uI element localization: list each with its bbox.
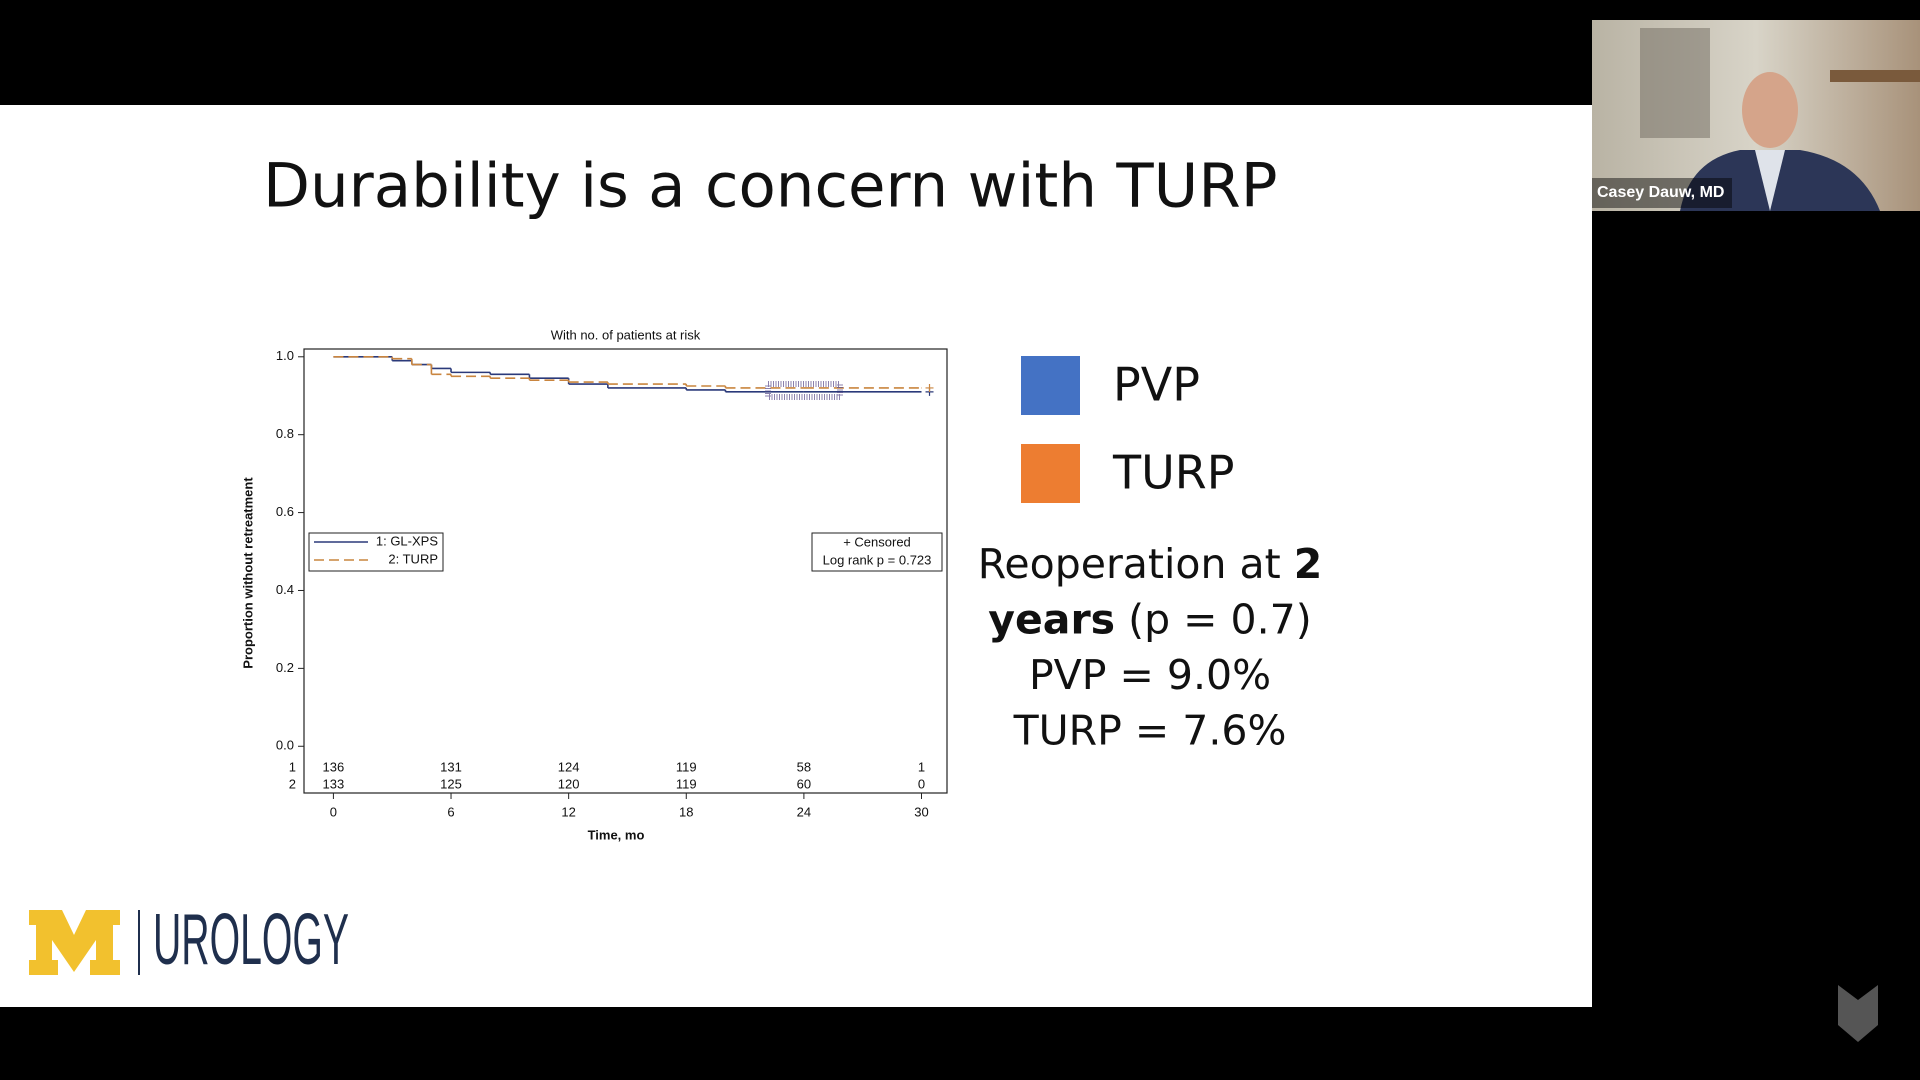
webcam: Casey Dauw, MD bbox=[1592, 20, 1920, 211]
at-risk-count: 119 bbox=[676, 776, 697, 791]
x-axis-label: Time, mo bbox=[588, 827, 645, 842]
person-head bbox=[1742, 72, 1798, 148]
x-tick-label: 0 bbox=[330, 804, 337, 819]
summary-text: Reoperation at bbox=[978, 540, 1294, 588]
x-tick-label: 12 bbox=[561, 804, 575, 819]
km-chart: With no. of patients at risk Time, mo Prop… bbox=[240, 327, 948, 842]
censored-label: + Censored bbox=[843, 534, 911, 549]
at-risk-row-label: 2 bbox=[289, 776, 296, 791]
legend-label: TURP bbox=[1112, 446, 1234, 500]
at-risk-count: 125 bbox=[440, 776, 462, 791]
summary-line: PVP = 9.0% bbox=[1029, 651, 1271, 699]
y-axis-label: Proportion without retreatment bbox=[240, 477, 255, 669]
summary-text: 2 bbox=[1294, 540, 1323, 588]
at-risk-row-label: 1 bbox=[289, 759, 296, 774]
at-risk-count: 120 bbox=[558, 776, 580, 791]
summary-text: (p = 0.7) bbox=[1115, 596, 1312, 644]
x-tick-label: 30 bbox=[914, 804, 928, 819]
y-tick-label: 0.6 bbox=[276, 504, 294, 519]
legend-swatch bbox=[1021, 444, 1080, 503]
at-risk-count: 119 bbox=[676, 759, 697, 774]
at-risk-count: 133 bbox=[323, 776, 345, 791]
at-risk-count: 136 bbox=[323, 759, 345, 774]
at-risk-count: 1 bbox=[918, 759, 925, 774]
x-tick-label: 18 bbox=[679, 804, 693, 819]
person-suit bbox=[1680, 150, 1880, 211]
person-shirt bbox=[1755, 150, 1785, 211]
y-tick-label: 1.0 bbox=[276, 348, 294, 363]
slide-title: Durability is a concern with TURP bbox=[263, 151, 1277, 222]
y-tick-label: 0.2 bbox=[276, 660, 294, 675]
plot-frame bbox=[303, 348, 948, 794]
x-tick-label: 24 bbox=[797, 804, 811, 819]
summary-line: TURP = 7.6% bbox=[1013, 707, 1287, 755]
series-legend-label: 2: TURP bbox=[388, 551, 438, 566]
summary-text: PVP = 9.0% bbox=[1029, 651, 1271, 699]
summary-text: years bbox=[988, 596, 1115, 644]
summary-line: Reoperation at 2 bbox=[978, 540, 1323, 588]
at-risk-count: 131 bbox=[440, 759, 462, 774]
censor-mark bbox=[925, 383, 934, 392]
chart-title: With no. of patients at risk bbox=[551, 327, 701, 342]
legend-label: PVP bbox=[1113, 358, 1200, 412]
censor-ticks bbox=[765, 381, 843, 400]
slide bbox=[0, 105, 1592, 1007]
logo-text: UROLOGY bbox=[153, 900, 349, 980]
stats-box bbox=[811, 532, 943, 572]
participant-name: Casey Dauw, MD bbox=[1597, 184, 1724, 201]
at-risk-count: 58 bbox=[797, 759, 811, 774]
y-tick-label: 0.4 bbox=[276, 582, 294, 597]
y-tick-label: 0.8 bbox=[276, 426, 294, 441]
at-risk-count: 124 bbox=[558, 759, 580, 774]
shelf bbox=[1830, 70, 1920, 82]
name-tag bbox=[1592, 178, 1732, 208]
y-tick-label: 0.0 bbox=[276, 738, 294, 753]
wall-frame bbox=[1640, 28, 1710, 138]
censored-cluster bbox=[765, 381, 843, 400]
watermark bbox=[1838, 985, 1878, 1042]
log-rank: Log rank p = 0.723 bbox=[823, 552, 932, 567]
at-risk-count: 60 bbox=[797, 776, 811, 791]
legend-swatch bbox=[1021, 356, 1080, 415]
at-risk-count: 0 bbox=[918, 776, 925, 791]
series-legend-box bbox=[308, 532, 444, 572]
series-legend-label: 1: GL-XPS bbox=[376, 533, 438, 548]
x-tick-label: 6 bbox=[447, 804, 454, 819]
summary-text: TURP = 7.6% bbox=[1013, 707, 1287, 755]
block-m bbox=[29, 910, 120, 975]
summary-line: years (p = 0.7) bbox=[988, 596, 1312, 644]
